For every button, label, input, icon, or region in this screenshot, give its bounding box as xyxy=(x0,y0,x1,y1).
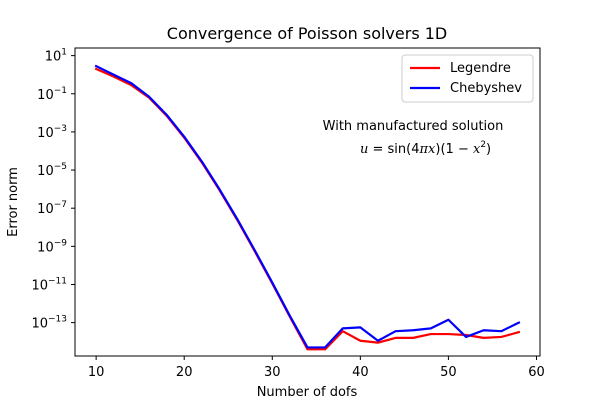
x-tick-label: 60 xyxy=(528,365,545,380)
x-axis-label: Number of dofs xyxy=(257,385,358,400)
y-tick-label: 10−3 xyxy=(37,124,67,141)
x-tick-label: 20 xyxy=(176,365,193,380)
y-axis-label: Error norm xyxy=(6,167,21,237)
legend: Legendre Chebyshev xyxy=(401,54,534,103)
legend-label-chebyshev: Chebyshev xyxy=(450,81,522,96)
plot-area-frame xyxy=(74,47,541,357)
legend-label-legendre: Legendre xyxy=(450,61,511,76)
y-tick-label: 10−7 xyxy=(37,200,67,217)
x-tick-label: 50 xyxy=(440,365,457,380)
annotation-formula: u = sin(4πx)(1 − x2) xyxy=(360,140,491,157)
chart-title: Convergence of Poisson solvers 1D xyxy=(167,24,447,43)
series-line-chebyshev xyxy=(94,64,521,349)
y-axis: 101 10−1 10−3 10−5 10−7 10−9 10−11 10−13 xyxy=(31,48,75,332)
y-tick-label: 10−13 xyxy=(31,315,67,332)
x-tick-label: 40 xyxy=(352,365,369,380)
x-axis: 10 20 30 40 50 60 xyxy=(88,356,545,380)
y-tick-label: 101 xyxy=(45,48,67,65)
y-tick-label: 10−9 xyxy=(37,238,67,255)
x-tick-label: 30 xyxy=(264,365,281,380)
y-tick-label: 10−5 xyxy=(37,162,67,179)
annotation-text: With manufactured solution xyxy=(323,119,504,134)
plot-lines xyxy=(94,64,521,351)
x-tick-label: 10 xyxy=(88,365,105,380)
y-tick-label: 10−11 xyxy=(31,276,67,293)
y-tick-label: 10−1 xyxy=(37,86,67,103)
legend-frame xyxy=(401,54,534,103)
